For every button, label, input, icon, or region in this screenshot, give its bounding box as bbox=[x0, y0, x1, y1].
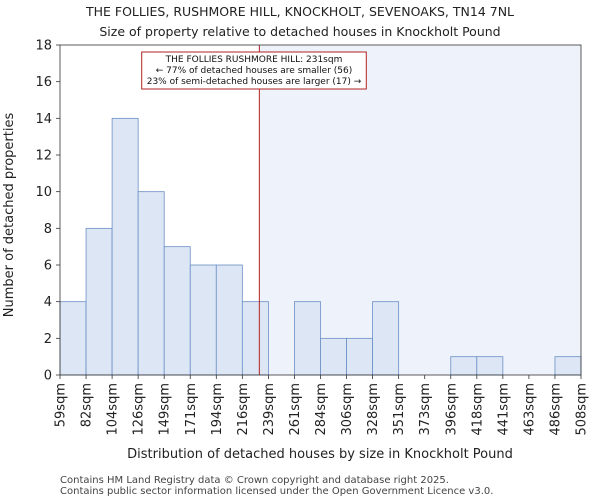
x-tick-label: 508sqm bbox=[575, 383, 590, 436]
y-tick-label: 8 bbox=[44, 222, 52, 237]
chart-subtitle: Size of property relative to detached ho… bbox=[99, 24, 500, 39]
y-tick-label: 14 bbox=[35, 112, 52, 127]
footer-line-1: Contains HM Land Registry data © Crown c… bbox=[60, 475, 449, 486]
bar-328sqm bbox=[372, 301, 400, 376]
annotation-box: THE FOLLIES RUSHMORE HILL: 231sqm ← 77% … bbox=[141, 51, 367, 90]
chart-title: THE FOLLIES, RUSHMORE HILL, KNOCKHOLT, S… bbox=[85, 4, 514, 19]
bar-126sqm bbox=[137, 191, 165, 376]
x-tick-label: 261sqm bbox=[288, 383, 303, 436]
x-tick-label: 328sqm bbox=[366, 383, 381, 436]
x-tick-label: 351sqm bbox=[392, 383, 407, 436]
bar-396sqm bbox=[450, 356, 478, 376]
x-tick-label: 239sqm bbox=[262, 383, 277, 436]
bars-group bbox=[59, 117, 582, 376]
y-tick-label: 18 bbox=[35, 39, 52, 54]
x-tick-label: 441sqm bbox=[496, 383, 511, 436]
x-tick-label: 59sqm bbox=[54, 383, 69, 427]
bar-284sqm bbox=[320, 337, 347, 376]
x-tick-label: 194sqm bbox=[210, 383, 225, 436]
y-tick-label: 16 bbox=[35, 75, 52, 90]
bar-82sqm bbox=[85, 227, 113, 376]
bar-171sqm bbox=[189, 264, 217, 376]
x-tick-label: 104sqm bbox=[106, 383, 121, 436]
y-tick-label: 2 bbox=[44, 332, 52, 347]
x-tick-label: 418sqm bbox=[470, 383, 485, 436]
bar-149sqm bbox=[163, 246, 191, 376]
x-tick-label: 126sqm bbox=[132, 383, 147, 436]
footer-line-2: Contains public sector information licen… bbox=[60, 486, 493, 497]
x-tick-label: 284sqm bbox=[314, 383, 329, 436]
bar-306sqm bbox=[346, 337, 373, 376]
x-tick-label: 486sqm bbox=[548, 383, 563, 436]
bar-486sqm bbox=[554, 356, 582, 376]
annotation-line-2: ← 77% of detached houses are smaller (56… bbox=[156, 66, 353, 76]
y-tick-label: 10 bbox=[35, 185, 52, 200]
bar-59sqm bbox=[59, 301, 87, 376]
bar-418sqm bbox=[476, 356, 504, 376]
y-tick-label: 6 bbox=[44, 259, 52, 274]
y-tick-label: 12 bbox=[35, 149, 52, 164]
annotation-line-3: 23% of semi-detached houses are larger (… bbox=[147, 77, 362, 87]
x-tick-label: 396sqm bbox=[444, 383, 459, 436]
x-tick-label: 171sqm bbox=[184, 383, 199, 436]
x-axis: 59sqm 82sqm 104sqm 126sqm 149sqm 171sqm 194sqm… bbox=[54, 375, 590, 436]
x-tick-label: 82sqm bbox=[80, 383, 95, 427]
x-axis-label: Distribution of detached houses by size … bbox=[127, 447, 513, 462]
y-axis-label: Number of detached properties bbox=[2, 113, 17, 318]
x-tick-label: 216sqm bbox=[236, 383, 251, 436]
bar-104sqm bbox=[111, 117, 139, 376]
annotation-line-1: THE FOLLIES RUSHMORE HILL: 231sqm bbox=[165, 55, 343, 65]
bar-216sqm bbox=[241, 301, 269, 376]
x-tick-label: 373sqm bbox=[418, 383, 433, 436]
x-tick-label: 149sqm bbox=[158, 383, 173, 436]
y-axis: 0 2 4 6 8 10 12 14 16 18 bbox=[35, 39, 60, 384]
x-tick-label: 463sqm bbox=[522, 383, 537, 436]
bar-194sqm bbox=[215, 264, 243, 376]
annotation-border bbox=[141, 51, 367, 90]
plot-area: 0 2 4 6 8 10 12 14 16 18 59sqm 82sqm 104sqm 126sqm 14… bbox=[35, 39, 589, 436]
y-tick-label: 4 bbox=[44, 295, 52, 310]
y-tick-label: 0 bbox=[44, 369, 52, 384]
x-tick-label: 306sqm bbox=[340, 383, 355, 436]
bar-261sqm bbox=[294, 301, 321, 376]
